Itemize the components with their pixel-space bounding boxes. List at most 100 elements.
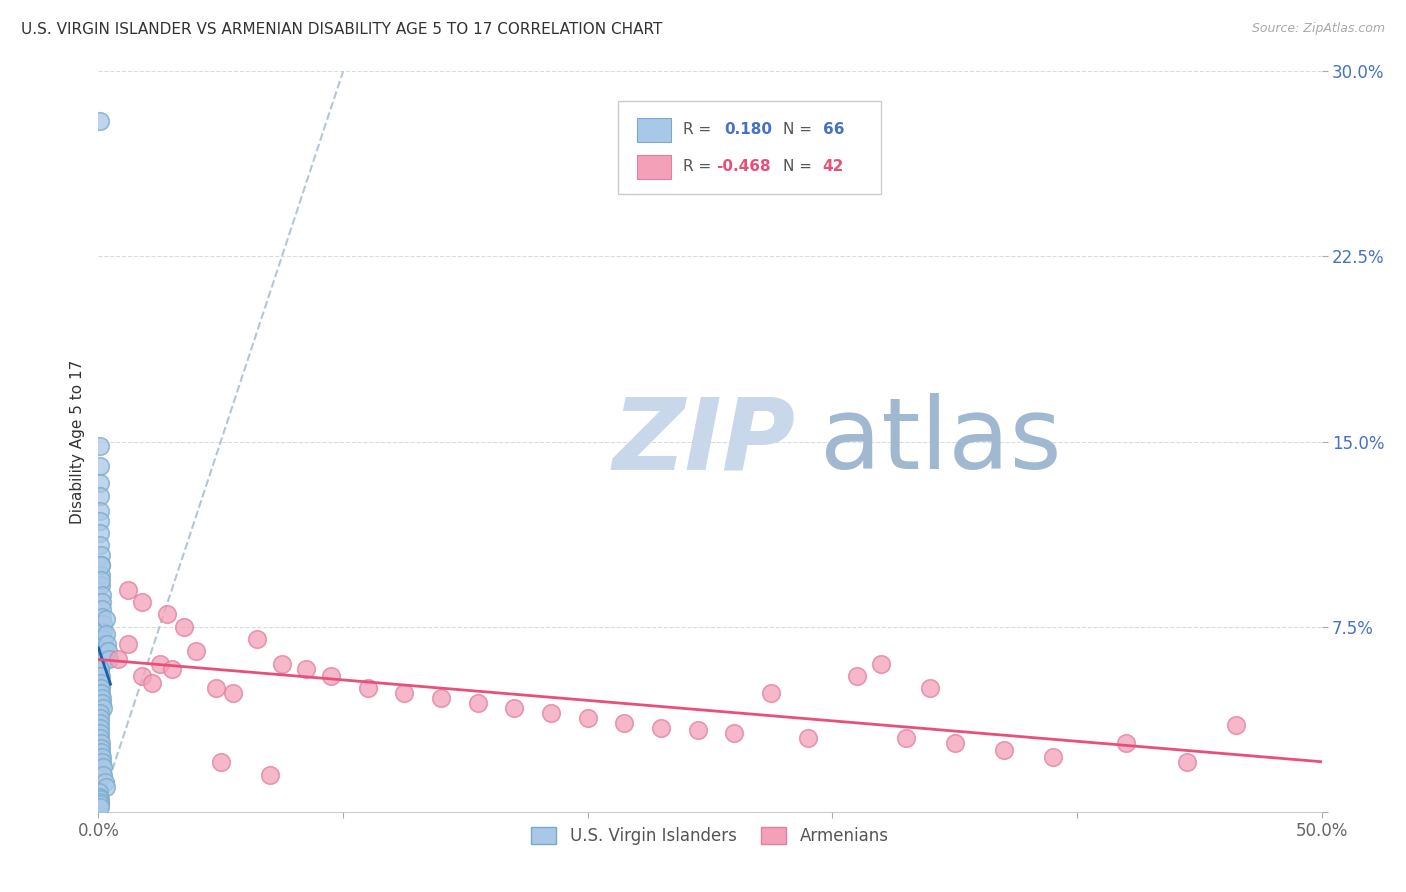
FancyBboxPatch shape <box>637 118 671 142</box>
Text: atlas: atlas <box>820 393 1062 490</box>
Point <box>186 644 208 658</box>
Y-axis label: Disability Age 5 to 17: Disability Age 5 to 17 <box>69 359 84 524</box>
Point <box>89 676 111 690</box>
Point <box>141 676 163 690</box>
Point <box>90 740 112 755</box>
Point <box>89 797 111 812</box>
Text: R =: R = <box>683 122 711 137</box>
Point <box>117 637 139 651</box>
Point <box>943 736 966 750</box>
Point <box>89 503 111 517</box>
Point <box>222 686 245 700</box>
Point <box>90 681 112 696</box>
Point <box>205 681 228 696</box>
Point <box>91 760 114 774</box>
Text: N =: N = <box>783 122 813 137</box>
Point <box>870 657 893 671</box>
Point <box>209 756 232 770</box>
Text: -0.468: -0.468 <box>716 160 770 174</box>
Point <box>89 731 111 745</box>
Point <box>90 577 112 591</box>
Point <box>91 767 114 781</box>
Text: Source: ZipAtlas.com: Source: ZipAtlas.com <box>1251 22 1385 36</box>
Point <box>94 612 117 626</box>
Point <box>89 525 111 540</box>
Point <box>90 567 112 582</box>
Point <box>89 538 111 552</box>
Point <box>91 609 114 624</box>
Point <box>89 476 111 491</box>
Point <box>613 715 636 730</box>
Point <box>1042 750 1064 764</box>
Point <box>686 723 709 738</box>
Point <box>91 756 114 770</box>
Point <box>93 637 115 651</box>
Point <box>356 681 378 696</box>
Point <box>98 651 121 665</box>
Point <box>89 785 111 799</box>
Text: 66: 66 <box>823 122 844 137</box>
FancyBboxPatch shape <box>637 155 671 178</box>
Point <box>503 701 526 715</box>
Point <box>270 657 294 671</box>
Point <box>89 715 111 730</box>
Point <box>894 731 917 745</box>
Point <box>90 558 112 572</box>
Text: R =: R = <box>683 160 711 174</box>
Point <box>131 669 153 683</box>
Point <box>993 743 1015 757</box>
Point <box>91 632 114 646</box>
Point <box>467 696 489 710</box>
Point <box>117 582 139 597</box>
Point <box>131 595 153 609</box>
Point <box>89 721 111 735</box>
Legend: U.S. Virgin Islanders, Armenians: U.S. Virgin Islanders, Armenians <box>524 820 896 852</box>
Text: ZIP: ZIP <box>612 393 796 490</box>
Point <box>90 548 112 562</box>
Text: N =: N = <box>783 160 813 174</box>
Point <box>89 686 111 700</box>
Point <box>90 746 112 760</box>
Point <box>246 632 269 646</box>
Point <box>540 706 562 720</box>
Point <box>160 662 183 676</box>
Point <box>90 669 112 683</box>
Point <box>90 558 112 572</box>
Point <box>173 619 195 633</box>
Point <box>89 662 111 676</box>
Point <box>89 691 111 706</box>
Point <box>90 691 112 706</box>
Point <box>91 617 114 632</box>
Point <box>89 706 111 720</box>
Point <box>91 696 114 710</box>
Point <box>89 459 111 474</box>
Point <box>650 721 672 735</box>
Point <box>761 686 783 700</box>
Point <box>89 799 111 814</box>
Point <box>90 676 112 690</box>
Point <box>93 644 115 658</box>
Point <box>90 588 112 602</box>
Point <box>90 573 112 587</box>
Point <box>89 489 111 503</box>
Point <box>97 644 120 658</box>
Text: 0.180: 0.180 <box>724 122 773 137</box>
Point <box>259 767 281 781</box>
Point <box>89 440 111 454</box>
Point <box>430 691 453 706</box>
Point <box>89 696 111 710</box>
Point <box>89 792 111 806</box>
Point <box>90 750 112 764</box>
Point <box>319 669 342 683</box>
Point <box>295 662 318 676</box>
Point <box>1225 718 1247 732</box>
FancyBboxPatch shape <box>619 101 882 194</box>
Point <box>89 113 111 128</box>
Point <box>90 736 112 750</box>
Point <box>89 662 111 676</box>
Point <box>89 514 111 528</box>
Point <box>96 637 118 651</box>
Point <box>90 686 112 700</box>
Point <box>723 725 745 739</box>
Point <box>920 681 942 696</box>
